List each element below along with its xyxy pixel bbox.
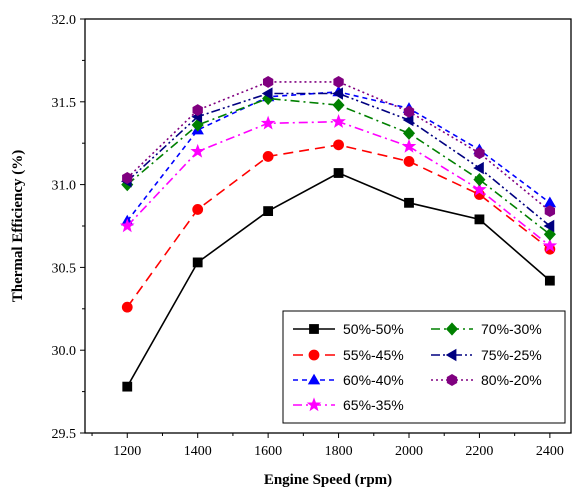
- data-point: [119, 218, 135, 233]
- data-point: [263, 206, 274, 216]
- y-tick-label: 32.0: [52, 13, 77, 28]
- data-point: [260, 115, 276, 130]
- data-point: [262, 151, 274, 162]
- data-point: [472, 181, 487, 196]
- data-point: [544, 205, 556, 218]
- legend-marker: [309, 324, 319, 334]
- series-65-35: [119, 114, 558, 253]
- data-point: [333, 139, 344, 151]
- legend-marker: [308, 349, 320, 361]
- x-axis-title: Engine Speed (rpm): [264, 472, 392, 488]
- y-tick-label: 30.5: [52, 261, 77, 276]
- data-point: [333, 168, 344, 178]
- data-point: [332, 98, 345, 112]
- x-tick-label: 1200: [113, 444, 141, 459]
- data-point: [122, 172, 133, 184]
- data-point: [331, 114, 346, 128]
- data-point: [473, 173, 486, 187]
- x-tick-label: 1400: [184, 444, 212, 459]
- data-point: [474, 214, 485, 225]
- legend: 50%-50% 70%-30% 55%-45% 75%-25% 60%-40% 80%-2…: [282, 310, 566, 424]
- y-tick-label: 31.5: [52, 96, 77, 111]
- legend-item-80-20: 80%-20%: [431, 372, 542, 388]
- data-point: [192, 104, 203, 117]
- data-point: [192, 257, 203, 268]
- y-tick-label: 30.0: [52, 344, 77, 359]
- legend-marker: [445, 322, 459, 336]
- data-point: [403, 156, 415, 167]
- data-point: [544, 275, 555, 286]
- legend-label: 65%-35%: [343, 397, 404, 413]
- data-point: [543, 227, 556, 241]
- legend-item-55-45: 55%-45%: [293, 347, 404, 363]
- data-point: [190, 143, 205, 158]
- data-point: [401, 138, 417, 153]
- legend-label: 80%-20%: [481, 372, 542, 388]
- data-point: [333, 75, 344, 88]
- data-point: [474, 147, 485, 160]
- y-axis-title: Thermal Efficiency (%): [10, 150, 26, 302]
- legend-label: 50%-50%: [343, 321, 404, 337]
- legend-item-65-35: 65%-35%: [293, 397, 404, 413]
- data-point: [262, 75, 274, 88]
- axis-ticks: 1200 1400 1600 1800 2000 2200 2400 29.5 30.0 30.5…: [52, 13, 564, 459]
- legend-label: 70%-30%: [481, 321, 542, 337]
- legend-marker: [445, 348, 457, 362]
- data-point: [403, 105, 415, 118]
- legend-item-60-40: 60%-40%: [293, 372, 404, 388]
- x-tick-label: 2400: [536, 444, 564, 459]
- legend-marker: [446, 374, 458, 386]
- data-point: [542, 238, 558, 253]
- x-tick-label: 1800: [325, 444, 353, 459]
- x-tick-label: 2200: [465, 444, 493, 459]
- series-layer: [119, 75, 558, 392]
- legend-item-70-30: 70%-30%: [431, 321, 542, 337]
- data-point: [261, 87, 273, 100]
- legend-item-50-50: 50%-50%: [293, 321, 404, 337]
- legend-label: 60%-40%: [343, 372, 404, 388]
- legend-marker: [307, 373, 321, 385]
- data-point: [191, 118, 204, 132]
- data-point: [543, 219, 555, 233]
- legend-label: 55%-45%: [343, 347, 404, 363]
- series-80-20: [122, 75, 556, 218]
- data-point: [473, 161, 484, 175]
- data-point: [121, 301, 133, 313]
- legend-item-75-25: 75%-25%: [431, 347, 542, 363]
- series-55-45: [121, 139, 556, 313]
- x-tick-label: 1600: [254, 444, 282, 459]
- legend-marker: [306, 397, 322, 412]
- data-point: [402, 126, 416, 140]
- data-point: [332, 87, 343, 100]
- legend-label: 75%-25%: [481, 347, 542, 363]
- data-point: [122, 381, 133, 392]
- data-point: [402, 113, 414, 127]
- series-50-50: [122, 168, 555, 392]
- y-tick-label: 31.0: [52, 179, 77, 194]
- data-point: [404, 197, 414, 208]
- y-tick-label: 29.5: [52, 427, 77, 442]
- data-point: [192, 204, 204, 215]
- x-tick-label: 2000: [395, 444, 423, 459]
